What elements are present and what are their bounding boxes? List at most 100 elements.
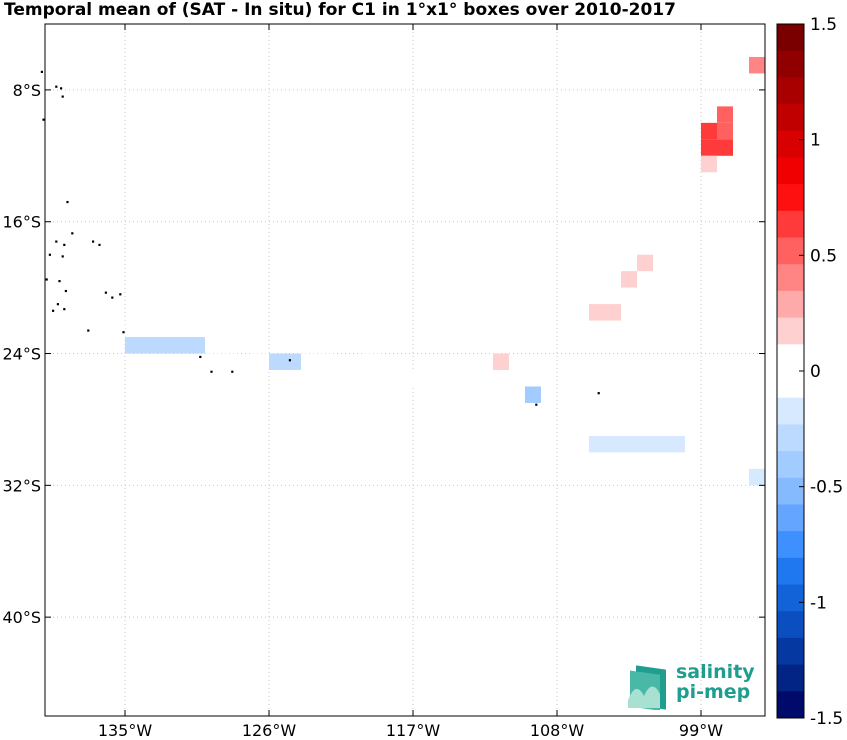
colorbar-segment bbox=[777, 424, 804, 452]
heatmap-cell bbox=[397, 370, 413, 387]
heatmap-cell bbox=[189, 650, 205, 667]
heatmap-cell bbox=[637, 254, 653, 272]
island bbox=[45, 278, 48, 281]
colorbar-segment bbox=[777, 664, 804, 692]
island bbox=[231, 370, 234, 373]
colorbar: 1.5 1 0.5 0 -0.5 -1 -1.5 bbox=[776, 15, 843, 729]
heatmap-cell bbox=[717, 139, 733, 156]
lat-tick-label: 24°S bbox=[2, 345, 41, 364]
lon-ticks: 135°W 126°W 117°W 108°W 99°W bbox=[98, 24, 723, 740]
heatmap-cell bbox=[589, 304, 605, 321]
colorbar-segment bbox=[777, 317, 804, 345]
heatmap-cell bbox=[189, 337, 205, 354]
island bbox=[56, 303, 59, 306]
colorbar-segment bbox=[777, 504, 804, 532]
lon-tick-label: 117°W bbox=[386, 721, 441, 740]
island bbox=[61, 95, 64, 98]
colorbar-segment bbox=[777, 371, 804, 399]
colorbar-segment bbox=[777, 557, 804, 586]
heatmap-cell bbox=[109, 320, 125, 338]
colorbar-segment bbox=[777, 691, 804, 719]
heatmap-cell bbox=[573, 419, 589, 436]
island bbox=[63, 308, 66, 311]
colorbar-tick-label: 1 bbox=[810, 131, 821, 151]
heatmap-cell bbox=[253, 353, 269, 370]
colorbar-segment bbox=[777, 637, 804, 666]
island bbox=[92, 240, 95, 243]
heatmap-cell bbox=[621, 271, 637, 288]
island bbox=[64, 289, 67, 293]
heatmap-cell bbox=[221, 337, 237, 354]
island bbox=[60, 87, 63, 90]
island bbox=[48, 253, 51, 256]
colorbar-tick-label: -0.5 bbox=[810, 478, 843, 498]
heatmap-cell bbox=[157, 337, 173, 354]
colorbar-segment bbox=[777, 104, 804, 132]
island bbox=[55, 85, 58, 88]
colorbar-segment bbox=[777, 24, 804, 52]
colorbar-segment bbox=[777, 210, 804, 239]
colorbar-segment bbox=[777, 264, 804, 292]
plot-frame bbox=[44, 23, 766, 717]
heatmap-cell bbox=[669, 435, 685, 453]
island bbox=[288, 359, 291, 362]
colorbar-segment bbox=[777, 50, 804, 78]
island bbox=[597, 392, 600, 395]
heatmap-cell bbox=[413, 370, 429, 387]
heatmap-cell bbox=[749, 56, 765, 74]
heatmap-cell bbox=[301, 353, 317, 370]
wave-logo-icon bbox=[628, 665, 666, 711]
heatmap-cell bbox=[269, 353, 285, 370]
island bbox=[98, 243, 101, 246]
colorbar-segment bbox=[777, 237, 804, 265]
lat-tick-label: 32°S bbox=[2, 476, 41, 495]
salinity-pimep-logo: salinity pi-mep bbox=[626, 660, 756, 711]
colorbar-segment bbox=[777, 611, 804, 639]
lat-ticks: 8°S 16°S 24°S 32°S 40°S bbox=[2, 81, 765, 627]
heatmap-cell bbox=[717, 122, 733, 140]
heatmap-cell bbox=[237, 650, 253, 667]
island bbox=[42, 118, 45, 121]
heatmap-cell bbox=[365, 370, 381, 387]
heatmap-cell bbox=[493, 353, 509, 370]
heatmap-cell bbox=[205, 337, 221, 354]
heatmap-cell bbox=[589, 435, 605, 453]
heatmap-cell bbox=[285, 353, 301, 370]
island bbox=[61, 255, 64, 258]
colorbar-segment bbox=[777, 451, 804, 479]
colorbar-segment bbox=[777, 397, 804, 425]
lon-tick-label: 108°W bbox=[530, 721, 585, 740]
heatmap-cell bbox=[701, 139, 717, 156]
colorbar-segment bbox=[777, 77, 804, 105]
colorbar-segment bbox=[777, 477, 804, 505]
heatmap-cell bbox=[173, 337, 189, 354]
heatmap-cell bbox=[717, 106, 733, 123]
island bbox=[122, 331, 125, 334]
colorbar-segment bbox=[777, 584, 804, 612]
heatmap-cell bbox=[605, 435, 621, 453]
colorbar-segment bbox=[777, 531, 804, 559]
heatmap-cell bbox=[141, 337, 157, 354]
land-islands bbox=[40, 70, 600, 406]
colorbar-segment bbox=[777, 344, 804, 372]
island bbox=[535, 403, 538, 406]
heatmap-cell bbox=[701, 155, 717, 173]
heatmap-cell bbox=[749, 468, 765, 486]
heatmap-cell bbox=[605, 304, 621, 321]
island bbox=[71, 232, 74, 235]
heatmap-cell bbox=[525, 386, 541, 403]
island bbox=[199, 355, 202, 359]
island bbox=[63, 243, 66, 246]
lon-tick-label: 135°W bbox=[98, 721, 153, 740]
heatmap-cells bbox=[109, 56, 765, 684]
colorbar-segment bbox=[777, 290, 804, 319]
island bbox=[52, 309, 55, 312]
island bbox=[119, 293, 122, 296]
heatmap-cell bbox=[701, 122, 717, 140]
heatmap-cell bbox=[317, 353, 333, 370]
island bbox=[58, 280, 61, 283]
island bbox=[104, 291, 107, 294]
colorbar-tick-label: -1.5 bbox=[810, 709, 843, 729]
island bbox=[66, 200, 69, 204]
